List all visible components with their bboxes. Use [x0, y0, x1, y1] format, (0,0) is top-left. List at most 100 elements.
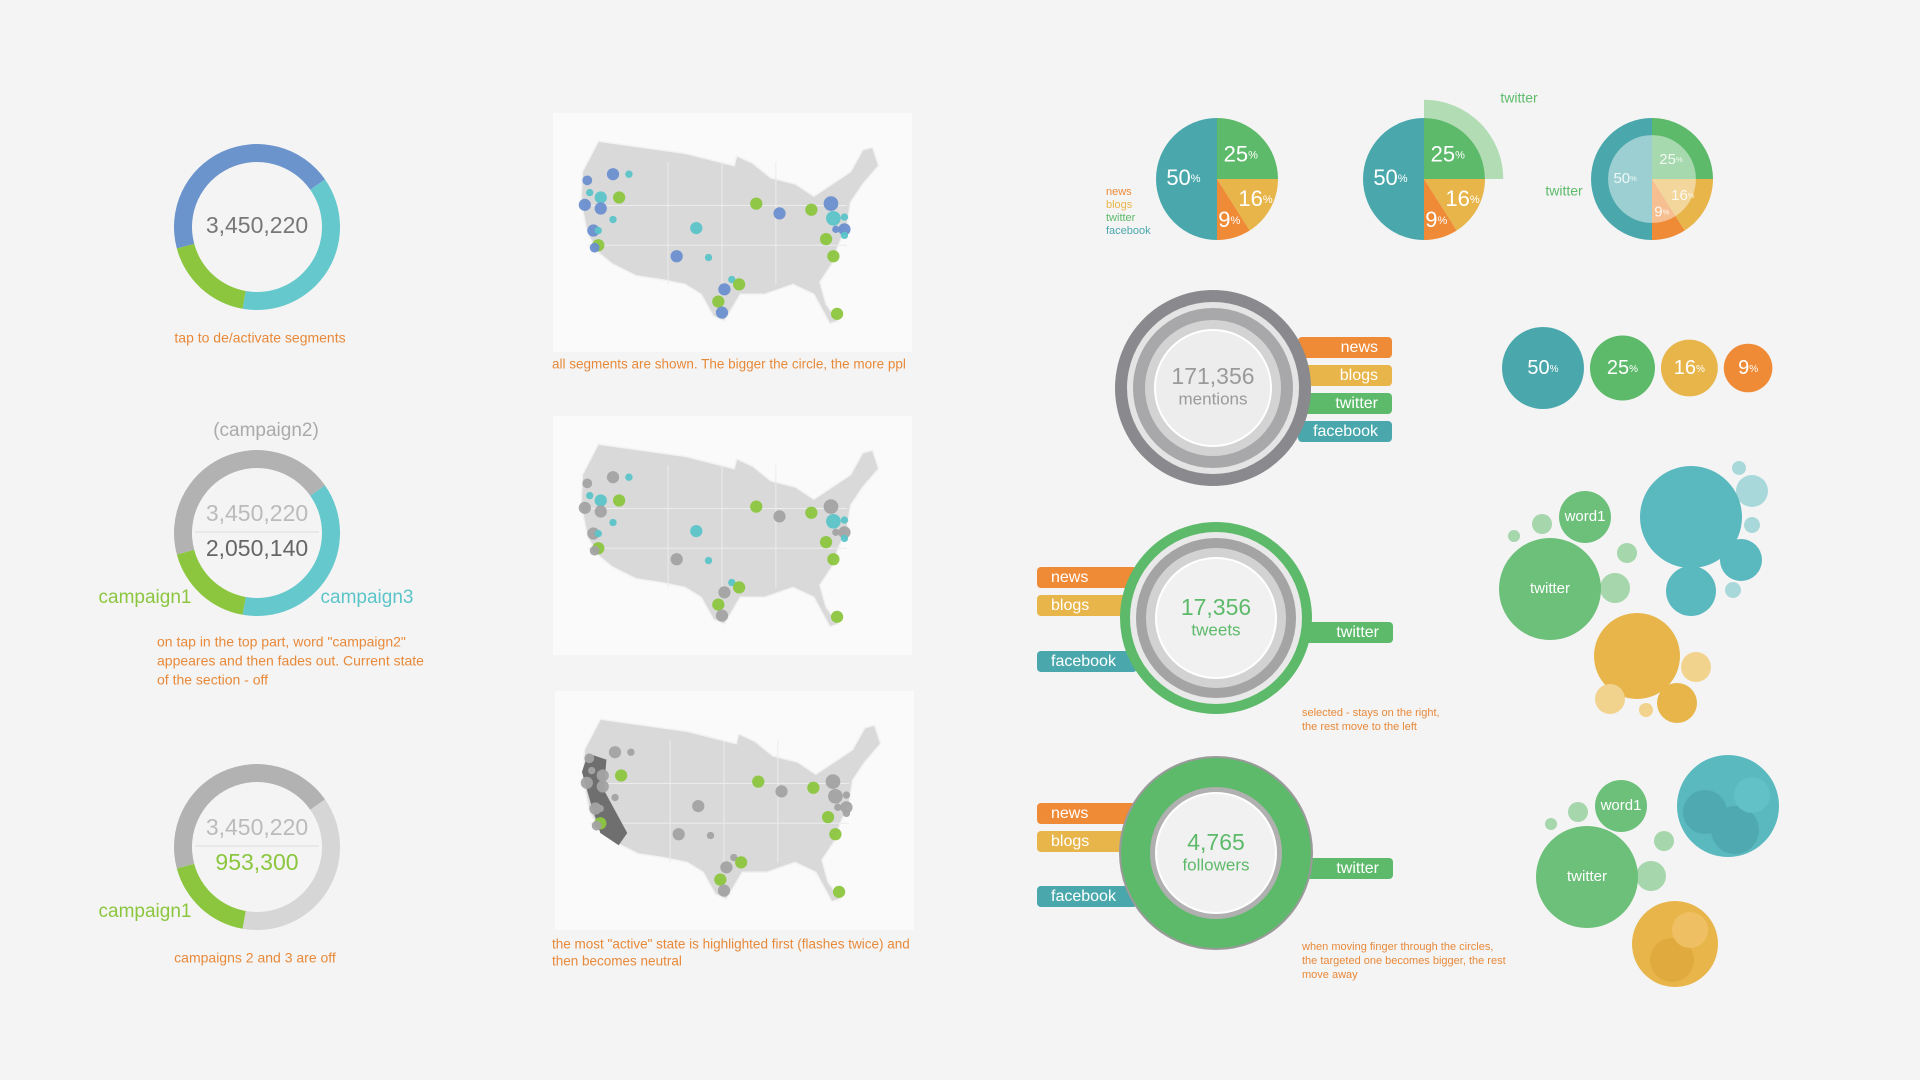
map-dot — [829, 828, 842, 841]
segment-tag-label: blogs — [1340, 367, 1378, 384]
word-bubble — [1681, 652, 1711, 682]
donut-segment — [242, 799, 341, 930]
ring-inner-border — [1155, 557, 1277, 679]
campaign-label: campaign3 — [321, 587, 414, 608]
pie-label: 50% — [1166, 165, 1200, 190]
word-label: word1 — [1600, 797, 1642, 814]
map-dot — [840, 516, 849, 524]
map-dot — [715, 609, 729, 622]
pie-legend: facebook — [1106, 225, 1151, 237]
map-dot — [582, 175, 593, 186]
map-dot — [594, 529, 602, 538]
segment-tag — [1298, 421, 1392, 442]
pie-slice-highlight — [1424, 99, 1504, 179]
caption: of the section - off — [157, 672, 268, 688]
pie-label: 16% — [1445, 186, 1479, 211]
bubble — [1589, 335, 1655, 401]
map-dot — [819, 536, 833, 549]
pie-slice — [1217, 179, 1278, 231]
pie-label: 16% — [1671, 187, 1695, 204]
map-dot — [589, 242, 600, 253]
segment-tag-label: twitter — [1336, 860, 1379, 877]
segment-tag — [1037, 886, 1137, 907]
map-dot — [830, 610, 844, 623]
map-dot — [830, 307, 844, 320]
map-dot — [750, 500, 763, 513]
map-dot — [840, 231, 849, 240]
map-dot — [826, 210, 841, 226]
map-panel — [555, 691, 914, 930]
pie-slice — [1652, 179, 1713, 231]
map-dot — [805, 203, 818, 216]
map-dot — [805, 506, 818, 519]
segment-tag-label: news — [1341, 339, 1378, 356]
map-dot — [589, 545, 600, 556]
pie-slice — [1156, 118, 1217, 240]
word-bubble — [1725, 582, 1741, 598]
pie-unit: % — [1398, 173, 1408, 185]
segment-tag — [1037, 651, 1137, 672]
map-dot — [821, 811, 835, 824]
map-dot — [613, 191, 626, 204]
ring — [1156, 793, 1276, 913]
us-map — [580, 443, 880, 628]
map-dot — [750, 197, 763, 210]
word-bubble — [1532, 514, 1552, 534]
pie-value: 25 — [1431, 141, 1455, 166]
map-dot — [625, 170, 633, 178]
bubble-unit: % — [1550, 364, 1559, 375]
bubble-unit: % — [1696, 364, 1705, 375]
word-bubble — [1640, 466, 1742, 568]
bubble — [1502, 327, 1584, 409]
map-dot — [842, 791, 851, 799]
caption: tap to de/activate segments — [174, 330, 345, 346]
map-dot — [715, 306, 729, 319]
ring-value: 4,765 — [1187, 829, 1245, 855]
map-dot — [840, 534, 849, 543]
map-dot — [584, 753, 595, 764]
pie-slice — [1217, 179, 1250, 240]
pie-value: 25 — [1659, 151, 1676, 168]
pie-label: 25% — [1224, 141, 1258, 166]
word-bubble — [1594, 613, 1680, 699]
bubble-value: 16 — [1674, 357, 1696, 379]
donut-selected: 953,300 — [215, 849, 298, 875]
segment-tag — [1037, 803, 1137, 824]
map-dot — [735, 856, 748, 869]
segment-tag — [1290, 622, 1393, 643]
pie-slice — [1652, 179, 1685, 240]
pie-value: 16 — [1445, 186, 1469, 211]
map-dot — [838, 223, 851, 236]
donut-segment — [176, 243, 246, 309]
donut-segment — [173, 143, 325, 249]
map-dot — [718, 283, 731, 296]
word-label: word1 — [1564, 508, 1606, 525]
donut-total: 3,450,220 — [206, 212, 308, 238]
map-dot — [609, 518, 617, 527]
map-dot — [627, 748, 635, 756]
pie-slice — [1363, 118, 1424, 240]
pie-unit: % — [1470, 194, 1480, 206]
map-dot — [752, 775, 765, 788]
word-bubble — [1639, 703, 1653, 717]
map-dot — [832, 528, 840, 537]
map-dot — [828, 788, 843, 804]
pie-slice — [1652, 118, 1713, 179]
segment-tag — [1037, 567, 1137, 588]
donut-segment — [176, 863, 246, 929]
donut-total: 3,450,220 — [206, 500, 308, 526]
map-dot — [717, 884, 731, 897]
segment-tag — [1037, 595, 1137, 616]
map-dot — [838, 526, 851, 539]
map-dot — [578, 501, 591, 514]
donut-segment — [173, 449, 325, 555]
donut-hint: (campaign2) — [213, 420, 319, 441]
pie-unit: % — [1663, 208, 1670, 217]
map-dot — [840, 801, 853, 814]
word-label: twitter — [1530, 580, 1570, 597]
pie-inner-slice — [1652, 179, 1696, 217]
map-dot — [596, 769, 609, 782]
pie-value: 16 — [1238, 186, 1262, 211]
map-dot — [611, 793, 619, 802]
